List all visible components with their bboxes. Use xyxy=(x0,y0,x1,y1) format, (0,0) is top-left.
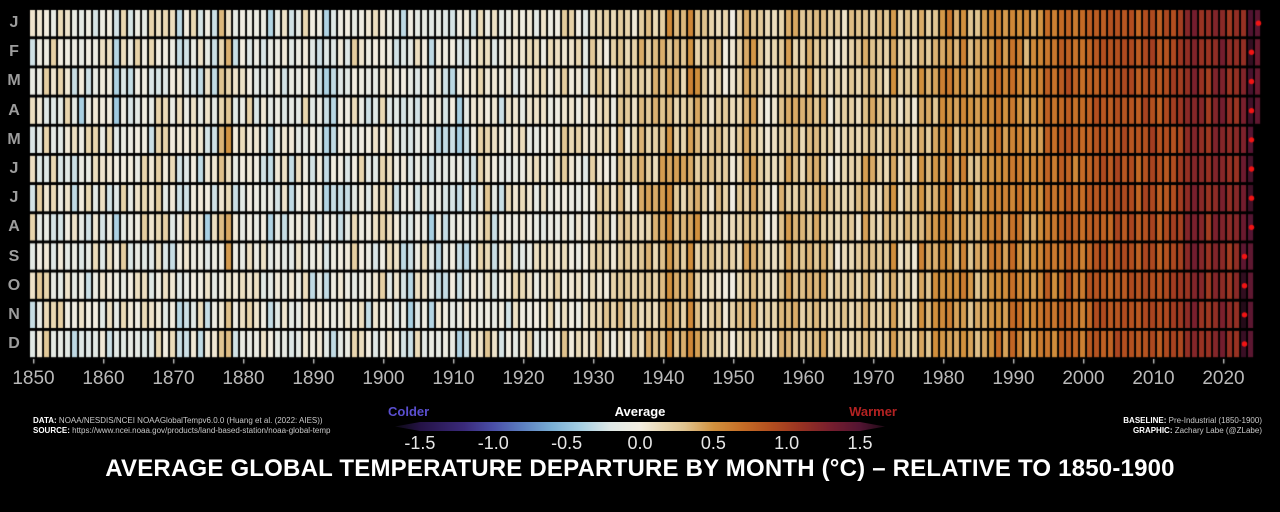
graphic-credit-label: GRAPHIC: xyxy=(1132,425,1173,435)
year-tick-label: 1890 xyxy=(292,368,335,389)
year-tick-label: 2020 xyxy=(1202,368,1245,389)
year-tick-label: 1960 xyxy=(782,368,825,389)
month-label: D xyxy=(8,335,20,353)
year-tick-label: 1970 xyxy=(852,368,895,389)
year-tick-label: 1910 xyxy=(432,368,475,389)
year-tick-label: 2010 xyxy=(1132,368,1175,389)
month-label: M xyxy=(7,72,21,90)
graphic-credit-text: Zachary Labe (@ZLabe) xyxy=(1172,425,1262,435)
month-label: N xyxy=(8,305,20,323)
year-tick-label: 1980 xyxy=(922,368,965,389)
colorbar-tick-label: -0.5 xyxy=(551,433,583,453)
year-tick-label: 1990 xyxy=(992,368,1035,389)
colorbar-tick-label: 1.0 xyxy=(774,433,800,453)
year-tick-label: 1870 xyxy=(152,368,195,389)
year-tick-label: 1920 xyxy=(502,368,545,389)
data-source-credits: DATA: NOAA/NESDIS/NCEI NOAAGlobalTempv6.… xyxy=(33,416,331,435)
source-credit-text: https://www.ncei.noaa.gov/products/land-… xyxy=(69,425,331,435)
legend-average-label: Average xyxy=(614,404,666,419)
graphic-credit-line: GRAPHIC: Zachary Labe (@ZLabe) xyxy=(1123,426,1262,436)
month-label: J xyxy=(9,14,19,32)
data-credit-line: DATA: NOAA/NESDIS/NCEI NOAAGlobalTempv6.… xyxy=(33,416,331,426)
month-label: O xyxy=(7,276,21,294)
year-tick-label: 1930 xyxy=(572,368,615,389)
year-tick-label: 1860 xyxy=(82,368,125,389)
year-tick-label: 1940 xyxy=(642,368,685,389)
year-tick-label: 2000 xyxy=(1062,368,1105,389)
baseline-credit-line: BASELINE: Pre-Industrial (1850-1900) xyxy=(1123,416,1262,426)
legend-colder-label: Colder xyxy=(388,404,430,419)
month-label: A xyxy=(8,218,20,236)
baseline-credit-text: Pre-Industrial (1850-1900) xyxy=(1166,416,1262,425)
month-label: S xyxy=(8,247,20,265)
legend-warmer-label: Warmer xyxy=(849,404,897,419)
colorbar-tick-label: 0.5 xyxy=(700,433,726,453)
baseline-graphic-credits: BASELINE: Pre-Industrial (1850-1900) GRA… xyxy=(1123,416,1262,435)
colorbar-tick-label: 1.5 xyxy=(847,433,873,453)
colorbar-tick-label: 0.0 xyxy=(627,433,653,453)
month-label: A xyxy=(8,101,20,119)
data-credit-text: NOAA/NESDIS/NCEI NOAAGlobalTempv6.0.0 (H… xyxy=(56,416,323,425)
month-label: M xyxy=(7,130,21,148)
temperature-heatmap-canvas xyxy=(0,0,1280,400)
page-title: AVERAGE GLOBAL TEMPERATURE DEPARTURE BY … xyxy=(105,455,1175,482)
colorbar-tick-label: -1.0 xyxy=(477,433,509,453)
source-credit-label: SOURCE: xyxy=(33,425,70,435)
colorbar-tick-label: -1.5 xyxy=(404,433,436,453)
colorbar-gradient xyxy=(395,422,885,431)
month-label: J xyxy=(9,160,19,177)
data-credit-label: DATA: xyxy=(33,416,57,425)
source-credit-line: SOURCE: https://www.ncei.noaa.gov/produc… xyxy=(33,426,331,436)
month-label: J xyxy=(9,189,19,207)
month-label: F xyxy=(9,43,19,61)
baseline-credit-label: BASELINE: xyxy=(1123,416,1167,425)
year-tick-label: 1850 xyxy=(12,368,55,389)
year-tick-label: 1950 xyxy=(712,368,755,389)
year-tick-label: 1880 xyxy=(222,368,265,389)
year-tick-label: 1900 xyxy=(362,368,405,389)
